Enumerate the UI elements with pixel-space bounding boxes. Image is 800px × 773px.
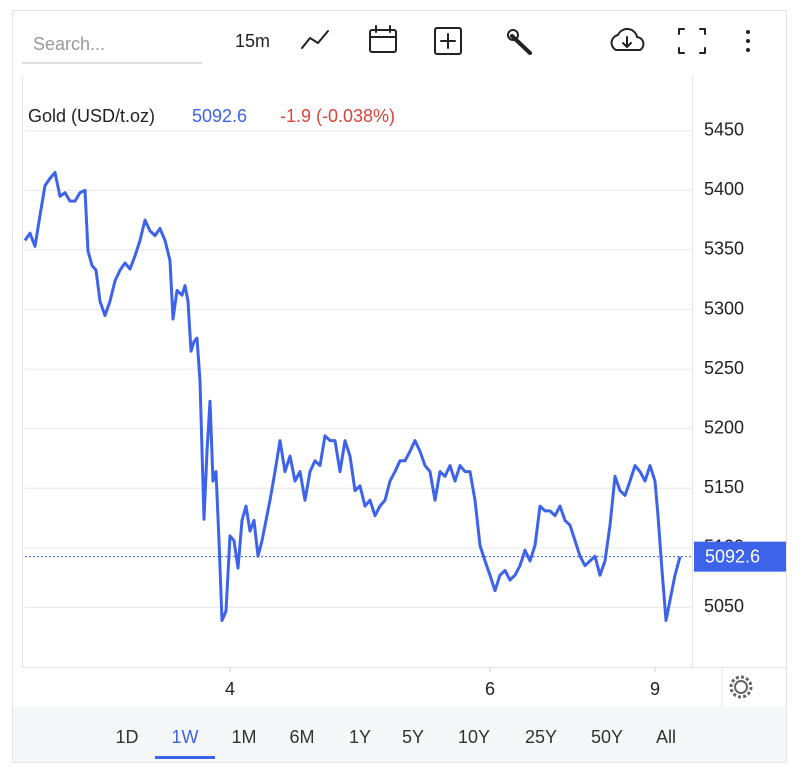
interval-button[interactable]: 15m xyxy=(235,31,270,51)
price-change: -1.9 (-0.038%) xyxy=(280,106,395,126)
y-tick-label: 5150 xyxy=(704,477,744,497)
range-button[interactable]: 25Y xyxy=(525,727,557,747)
chart-settings-icon[interactable] xyxy=(729,675,753,699)
add-indicator-icon[interactable] xyxy=(434,27,462,55)
download-icon[interactable] xyxy=(610,27,645,51)
range-button[interactable]: 10Y xyxy=(458,727,490,747)
range-button[interactable]: 50Y xyxy=(591,727,623,747)
y-tick-label: 5050 xyxy=(704,596,744,616)
menu-icon[interactable] xyxy=(746,30,750,52)
range-underline xyxy=(155,756,215,759)
last-price-tag-label: 5092.6 xyxy=(705,546,760,566)
range-button[interactable]: 1W xyxy=(172,727,199,747)
y-tick-label: 5250 xyxy=(704,358,744,378)
last-price-tag xyxy=(694,541,786,572)
frame xyxy=(12,10,787,763)
range-button[interactable]: 1M xyxy=(231,727,256,747)
range-button[interactable]: 6M xyxy=(289,727,314,747)
fullscreen-icon[interactable] xyxy=(678,28,706,54)
calendar-icon[interactable] xyxy=(369,25,397,53)
y-tick-label: 5350 xyxy=(704,239,744,259)
range-button[interactable]: 1Y xyxy=(349,727,371,747)
range-button[interactable]: 1D xyxy=(115,727,138,747)
range-button[interactable]: 5Y xyxy=(402,727,424,747)
range-button[interactable]: All xyxy=(656,727,676,747)
search-input[interactable]: Search... xyxy=(33,34,105,54)
x-tick-label: 6 xyxy=(485,679,495,699)
x-tick-label: 4 xyxy=(225,679,235,699)
price-line xyxy=(23,171,682,622)
y-tick-label: 5300 xyxy=(704,298,744,318)
last-price: 5092.6 xyxy=(192,106,247,126)
range-bar xyxy=(13,707,786,762)
y-tick-label: 5200 xyxy=(704,417,744,437)
x-tick-label: 9 xyxy=(650,679,660,699)
chart-type-icon[interactable] xyxy=(301,30,329,49)
y-tick-label: 5400 xyxy=(704,179,744,199)
settings-tool-icon[interactable] xyxy=(507,29,532,55)
y-tick-label: 5450 xyxy=(704,120,744,140)
chart-title: Gold (USD/t.oz) xyxy=(28,106,155,126)
